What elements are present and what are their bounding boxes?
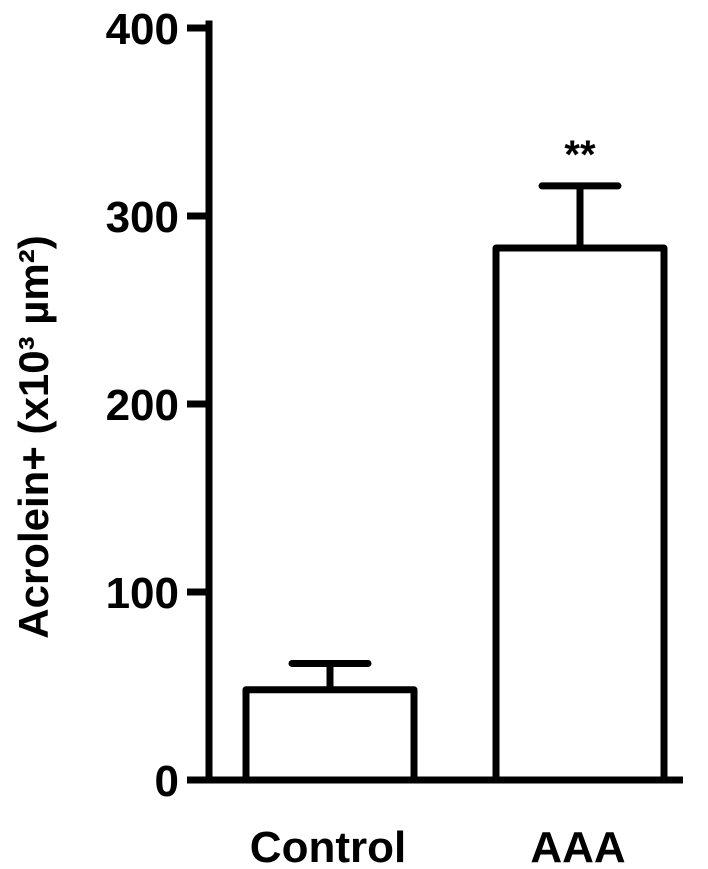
bar-aaa [492, 244, 668, 784]
labels: 0 100 200 300 400 Control AAA ** [106, 5, 626, 869]
x-tick-label-aaa: AAA [530, 823, 625, 869]
y-axis-label: Acrolein+ (x10³ µm²) [10, 235, 57, 638]
bars [242, 182, 668, 784]
y-tick-label-400: 400 [106, 5, 179, 54]
y-tick-label-0: 0 [155, 757, 179, 806]
x-tick-label-control: Control [250, 823, 406, 869]
y-tick-label-300: 300 [106, 193, 179, 242]
y-tick-label-200: 200 [106, 381, 179, 430]
y-tick-label-100: 100 [106, 569, 179, 618]
significance-annotation-aaa: ** [564, 133, 596, 177]
bar-control [242, 686, 418, 784]
